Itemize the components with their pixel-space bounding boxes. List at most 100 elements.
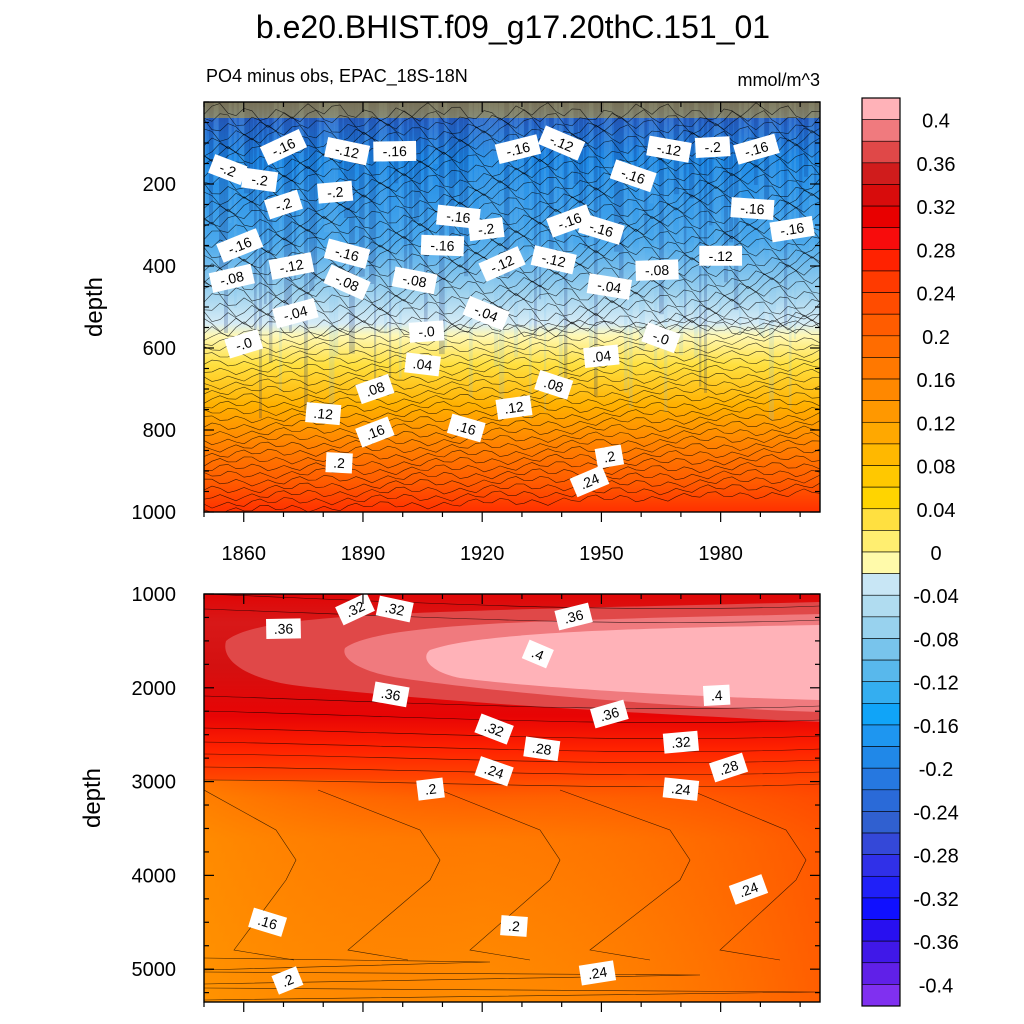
contour-label: -.12 bbox=[268, 252, 315, 280]
colorbar-label: -0.08 bbox=[913, 629, 959, 651]
colorbar-swatch bbox=[861, 811, 901, 834]
colorbar-label: 0 bbox=[930, 543, 941, 565]
lower-field-shading bbox=[204, 780, 820, 1002]
contour-line bbox=[204, 695, 820, 709]
chart-subtitle: PO4 minus obs, EPAC_18S-18N bbox=[206, 66, 468, 87]
colorbar-swatch bbox=[861, 681, 901, 704]
contour-label-text: .36 bbox=[562, 606, 585, 626]
upper-ylabel: depth bbox=[81, 277, 108, 337]
contour-label-box bbox=[420, 234, 465, 257]
streak bbox=[474, 102, 479, 194]
contour-chevron bbox=[689, 789, 807, 961]
colorbar-swatch bbox=[861, 940, 901, 964]
contour-label: .32 bbox=[335, 594, 375, 626]
contour-label-box bbox=[323, 238, 371, 269]
contour-label-box bbox=[467, 217, 505, 242]
contour-label: -.16 bbox=[769, 215, 815, 243]
streak bbox=[399, 102, 402, 378]
contour-label-box bbox=[335, 594, 375, 626]
colorbar-label: -0.16 bbox=[913, 716, 959, 738]
streak bbox=[504, 102, 510, 277]
contour-line bbox=[204, 228, 820, 248]
contour-line bbox=[204, 779, 820, 788]
x-tick-label: 1860 bbox=[221, 543, 266, 565]
contour-label-box bbox=[554, 602, 593, 631]
contour-label-text: .12 bbox=[503, 398, 525, 417]
chart-title: b.e20.BHIST.f09_g17.20thC.151_01 bbox=[256, 9, 770, 45]
colorbar-swatch bbox=[861, 724, 901, 747]
colorbar-label: 0.24 bbox=[917, 284, 956, 306]
contour-label-box bbox=[702, 684, 731, 706]
contour-line bbox=[204, 342, 820, 368]
contour-label: .36 bbox=[554, 602, 593, 631]
streak bbox=[319, 102, 322, 224]
contour-line bbox=[204, 320, 820, 346]
contour-label-text: .24 bbox=[670, 780, 691, 798]
contour-label-box bbox=[500, 915, 528, 937]
contour-label-box bbox=[375, 595, 414, 623]
contour-label-text: .16 bbox=[455, 418, 478, 439]
contour-label: -.16 bbox=[730, 197, 775, 221]
streak bbox=[324, 102, 330, 233]
contour-label: .32 bbox=[474, 713, 514, 745]
contour-label: -.16 bbox=[373, 140, 417, 162]
colorbar-label: 0.2 bbox=[922, 327, 950, 349]
y-tick-label: 1000 bbox=[132, 584, 177, 606]
contour-label: -.08 bbox=[391, 266, 438, 295]
streak bbox=[609, 102, 613, 170]
streak bbox=[484, 102, 490, 282]
contour-line bbox=[204, 102, 820, 122]
contour-label-text: .16 bbox=[256, 912, 279, 933]
contour-label: .16 bbox=[355, 416, 395, 448]
colorbar-label: 0.36 bbox=[917, 154, 956, 176]
contour-label-box bbox=[373, 140, 417, 162]
contour-chevron bbox=[317, 789, 441, 961]
contour-label-text: -.04 bbox=[596, 277, 623, 297]
contour-label-text: .2 bbox=[508, 918, 521, 935]
streak bbox=[389, 102, 392, 378]
contour-label-box bbox=[355, 416, 395, 448]
contour-label: .08 bbox=[534, 370, 574, 400]
contour-label-text: .2 bbox=[333, 455, 346, 472]
upper-panel: -.16 -.12 -.16 -.16 -.12 -.12 -.2 -.16-.2 -.2-.2… bbox=[81, 101, 821, 565]
streak bbox=[439, 102, 445, 355]
contour-line bbox=[204, 608, 820, 623]
streak bbox=[644, 102, 648, 234]
streak bbox=[214, 102, 219, 183]
streak bbox=[579, 102, 584, 228]
lower-axes: 1000 2000 3000 4000 5000 bbox=[132, 584, 820, 1012]
colorbar-swatch bbox=[861, 292, 901, 315]
colorbar-swatch bbox=[861, 270, 901, 293]
colorbar-swatch bbox=[861, 335, 901, 358]
contour-line bbox=[204, 425, 820, 453]
colorbar-label: -0.4 bbox=[919, 975, 953, 997]
colorbar-swatch bbox=[861, 551, 901, 574]
contour-label-box bbox=[578, 213, 625, 245]
contour-label-text: -.16 bbox=[619, 164, 647, 187]
streak bbox=[784, 102, 788, 326]
contour-label-text: .08 bbox=[363, 378, 387, 400]
streak bbox=[814, 102, 817, 186]
contour-label-box bbox=[589, 699, 629, 729]
streak bbox=[779, 102, 782, 243]
streak bbox=[369, 102, 375, 284]
contour-label-box bbox=[530, 245, 577, 275]
contour-label: .24 bbox=[578, 960, 617, 986]
contour-label-text: -.2 bbox=[273, 194, 294, 214]
contour-label-box bbox=[355, 373, 395, 405]
streak bbox=[624, 102, 628, 393]
lower-contours bbox=[204, 594, 820, 1001]
contour-label: -.2 bbox=[317, 180, 354, 204]
streak bbox=[604, 102, 610, 196]
streak bbox=[244, 102, 250, 194]
streak bbox=[414, 102, 420, 222]
colorbar-swatch bbox=[861, 875, 901, 899]
contour-line bbox=[204, 741, 820, 753]
contour-label-box bbox=[635, 259, 679, 281]
contour-label-box bbox=[462, 295, 510, 331]
contour-label: -.2 bbox=[467, 217, 505, 242]
contour-label-text: .16 bbox=[363, 421, 387, 443]
contour-label-box bbox=[495, 395, 533, 420]
streak bbox=[359, 102, 365, 277]
colorbar-swatch bbox=[861, 919, 901, 942]
